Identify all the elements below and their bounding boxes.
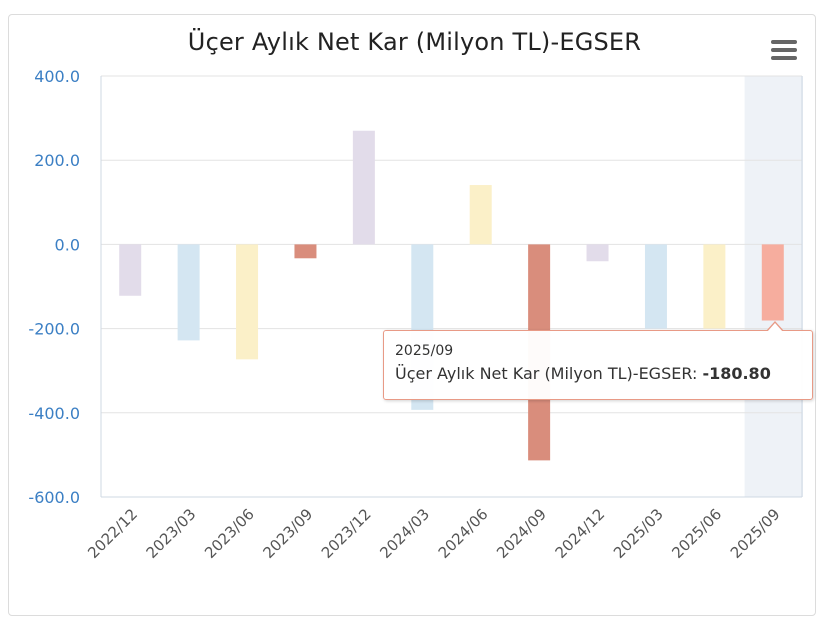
- bar-2025/09: [761, 244, 784, 321]
- y-tick-label: 200.0: [34, 151, 80, 170]
- x-tick-label: 2022/12: [84, 505, 141, 562]
- x-tick-label: 2024/09: [493, 505, 550, 562]
- x-tick-label: 2023/09: [259, 505, 316, 562]
- x-tick-label: 2023/12: [318, 505, 375, 562]
- tooltip-series-label: Üçer Aylık Net Kar (Milyon TL)-EGSER:: [395, 364, 703, 383]
- x-tick-label: 2024/06: [435, 505, 492, 562]
- chart-title: Üçer Aylık Net Kar (Milyon TL)-EGSER: [187, 28, 642, 56]
- x-tick-label: 2025/09: [727, 505, 784, 562]
- menu-line: [771, 48, 797, 52]
- x-tick-label: 2025/03: [610, 505, 667, 562]
- hamburger-menu-icon[interactable]: [771, 40, 799, 64]
- x-tick-label: 2023/03: [143, 505, 200, 562]
- x-tick-label: 2025/06: [668, 505, 725, 562]
- menu-line: [771, 56, 797, 60]
- bar-2023/12: [352, 130, 375, 245]
- x-tick-label: 2024/03: [376, 505, 433, 562]
- bar-2023/03: [177, 244, 200, 341]
- y-tick-label: -400.0: [28, 404, 80, 423]
- bar-2025/06: [703, 244, 726, 329]
- tooltip-caret-inner: [767, 323, 783, 332]
- x-tick-label: 2024/12: [552, 505, 609, 562]
- y-tick-label: -200.0: [28, 320, 80, 339]
- bar-2023/09: [294, 244, 317, 259]
- bar-2022/12: [119, 244, 142, 296]
- y-tick-label: 0.0: [55, 235, 80, 254]
- y-tick-label: 400.0: [34, 67, 80, 86]
- tooltip-line: Üçer Aylık Net Kar (Milyon TL)-EGSER: -1…: [395, 364, 771, 383]
- tooltip-value: -180.80: [702, 364, 771, 383]
- bar-2024/06: [469, 185, 492, 245]
- bar-2023/06: [236, 244, 259, 360]
- bar-2025/03: [644, 244, 667, 329]
- x-tick-label: 2023/06: [201, 505, 258, 562]
- tooltip-date: 2025/09: [395, 343, 454, 359]
- menu-line: [771, 40, 797, 44]
- tooltip: 2025/09 Üçer Aylık Net Kar (Milyon TL)-E…: [383, 321, 813, 400]
- y-tick-label: -600.0: [28, 488, 80, 507]
- bar-2024/12: [586, 244, 609, 262]
